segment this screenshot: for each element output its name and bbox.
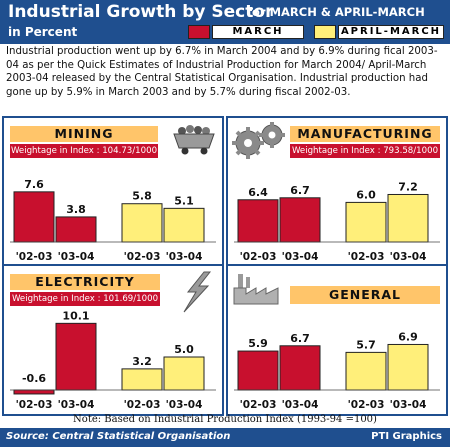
value-label-manufacturing-april-march-2: 7.2 [398, 180, 418, 193]
value-label-general-march-2: 6.7 [290, 332, 310, 345]
manufacturing-panel: MANUFACTURING Weightage in Index : 793.5… [226, 116, 448, 268]
value-label-manufacturing-march-1: 6.4 [248, 186, 268, 199]
tick-label-electricity-march-1: '02-03 [16, 399, 53, 411]
tick-label-manufacturing-april-march-1: '02-03 [348, 251, 385, 263]
factory-icon [233, 274, 279, 305]
bar-manufacturing-april-march-1 [345, 201, 387, 243]
tick-label-general-march-2: '03-04 [282, 399, 319, 411]
mining-bar-chart: 7.6 '02-03 3.8 '03-04 5.8 '02-03 5.1 '03-04 [10, 178, 216, 263]
bar-electricity-march-1 [13, 389, 55, 395]
panel-title-electricity: ELECTRICITY [10, 274, 160, 290]
bar-electricity-april-march-2 [163, 356, 205, 391]
panel-weightage-mining: Weightage in Index : 104.73/1000 [10, 144, 158, 158]
value-label-general-april-march-2: 6.9 [398, 330, 418, 343]
legend-swatch-march [188, 25, 210, 39]
value-label-mining-march-2: 3.8 [66, 203, 86, 216]
value-label-electricity-april-march-1: 3.2 [132, 355, 152, 368]
legend-label-march: MARCH [212, 25, 304, 39]
value-label-general-april-march-1: 5.7 [356, 338, 376, 351]
value-label-mining-april-march-1: 5.8 [132, 190, 152, 203]
tick-label-electricity-march-2: '03-04 [58, 399, 95, 411]
bar-general-march-1 [237, 350, 279, 391]
electricity-bar-chart: -0.6 '02-03 10.1 '03-04 3.2 '02-03 5.0 '03-04 [10, 309, 216, 411]
bar-mining-march-2 [55, 216, 97, 243]
value-label-electricity-april-march-2: 5.0 [174, 343, 194, 356]
tick-label-mining-march-2: '03-04 [58, 251, 95, 263]
bar-general-april-march-1 [345, 351, 387, 391]
bar-mining-april-march-1 [121, 203, 163, 243]
general-bar-chart: 5.9 '02-03 6.7 '03-04 5.7 '02-03 6.9 '03-04 [234, 330, 440, 411]
footer-band: Source: Central Statistical Organisation… [0, 428, 450, 447]
tick-label-manufacturing-march-1: '02-03 [240, 251, 277, 263]
footnote: Note: Based on Industrial Production Ind… [73, 414, 377, 425]
panel-title-mining: MINING [10, 126, 158, 142]
value-label-electricity-march-2: 10.1 [62, 309, 89, 322]
value-label-mining-march-1: 7.6 [24, 178, 44, 191]
panel-title-manufacturing: MANUFACTURING [290, 126, 440, 142]
bar-electricity-march-2 [55, 322, 97, 391]
bar-general-march-2 [279, 345, 321, 391]
intro-text: Industrial production went up by 6.7% in… [6, 46, 438, 98]
chart-title: Industrial Growth by Sector [8, 2, 274, 22]
panel-weightage-manufacturing: Weightage in Index : 793.58/1000 [290, 144, 440, 158]
bar-electricity-april-march-1 [121, 368, 163, 391]
value-label-manufacturing-april-march-1: 6.0 [356, 188, 376, 201]
tick-label-general-april-march-1: '02-03 [348, 399, 385, 411]
panel-weightage-electricity: Weightage in Index : 101.69/1000 [10, 292, 160, 306]
legend-swatch-april-march [314, 25, 336, 39]
bar-mining-april-march-2 [163, 207, 205, 243]
legend-label-april-march: APRIL-MARCH [338, 25, 444, 39]
panel-title-general: GENERAL [290, 286, 440, 304]
graphics-credit: PTI Graphics [371, 431, 442, 442]
value-label-general-march-1: 5.9 [248, 337, 268, 350]
tick-label-mining-april-march-2: '03-04 [166, 251, 203, 263]
tick-label-manufacturing-april-march-2: '03-04 [390, 251, 427, 263]
tick-label-general-april-march-2: '03-04 [390, 399, 427, 411]
tick-label-electricity-april-march-1: '02-03 [124, 399, 161, 411]
mine-cart-icon [173, 125, 215, 155]
value-label-electricity-march-1: -0.6 [22, 372, 46, 385]
value-label-mining-april-march-2: 5.1 [174, 194, 194, 207]
bar-mining-march-1 [13, 191, 55, 243]
tick-label-electricity-april-march-2: '03-04 [166, 399, 203, 411]
electricity-panel: ELECTRICITY Weightage in Index : 101.69/… [2, 264, 224, 416]
bar-manufacturing-march-2 [279, 197, 321, 243]
bar-manufacturing-march-1 [237, 199, 279, 243]
value-label-manufacturing-march-2: 6.7 [290, 184, 310, 197]
tick-label-general-march-1: '02-03 [240, 399, 277, 411]
tick-label-manufacturing-march-2: '03-04 [282, 251, 319, 263]
lightning-bolt-icon [183, 271, 212, 313]
manufacturing-bar-chart: 6.4 '02-03 6.7 '03-04 6.0 '02-03 7.2 '03-04 [234, 180, 440, 263]
bar-manufacturing-april-march-2 [387, 193, 429, 243]
header-band: Industrial Growth by Sector for MARCH & … [0, 0, 450, 44]
tick-label-mining-march-1: '02-03 [16, 251, 53, 263]
tick-label-mining-april-march-1: '02-03 [124, 251, 161, 263]
period-label: for MARCH & APRIL-MARCH [247, 5, 425, 19]
unit-label: in Percent [8, 25, 78, 39]
gears-icon [232, 122, 285, 159]
bar-general-april-march-2 [387, 343, 429, 391]
source-credit: Source: Central Statistical Organisation [6, 431, 231, 442]
general-panel: GENERAL 5.9 '02-03 6.7 '03-04 5.7 '02-03 6.9 '0… [226, 264, 448, 416]
mining-panel: MINING Weightage in Index : 104.73/1000 … [2, 116, 224, 268]
